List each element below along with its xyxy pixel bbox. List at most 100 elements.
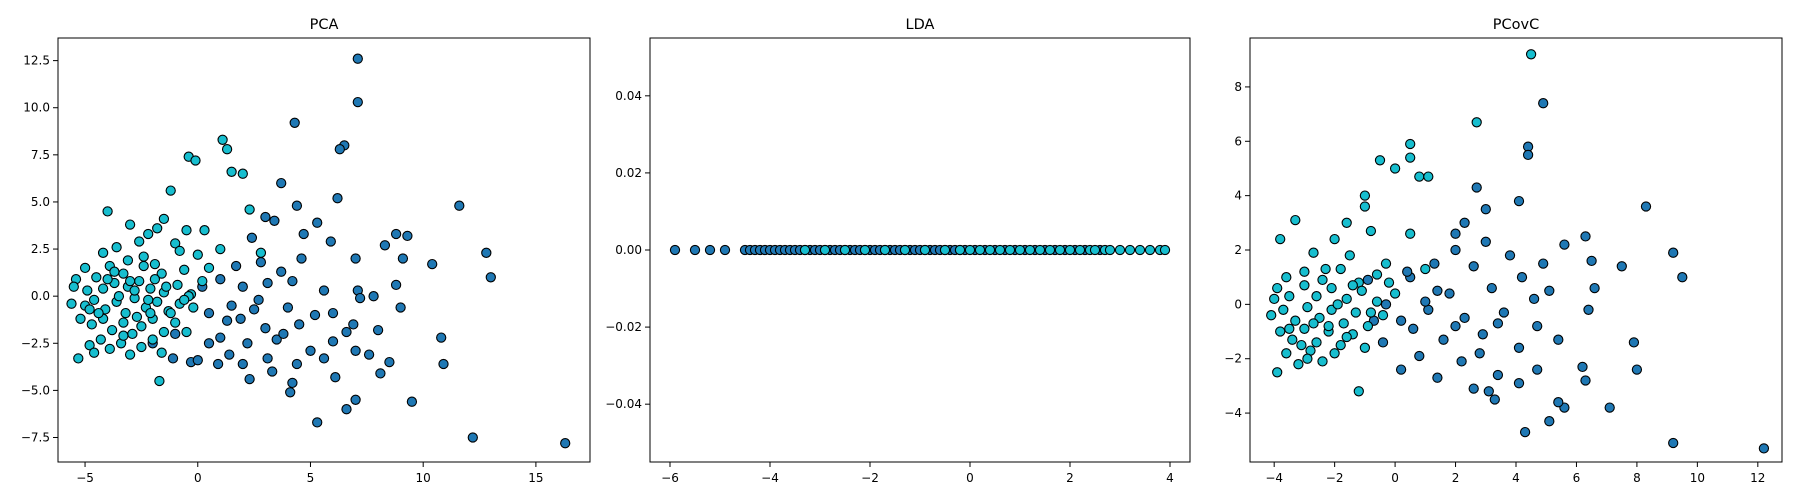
data-point <box>1577 361 1588 373</box>
data-point <box>1377 337 1389 348</box>
data-point <box>237 168 248 179</box>
data-point <box>226 166 237 177</box>
y-tick-label: −0.04 <box>605 397 642 411</box>
data-point <box>1538 98 1549 109</box>
data-point <box>395 302 406 313</box>
x-tick-label: −2 <box>1326 471 1344 485</box>
data-point <box>1266 310 1277 321</box>
data-point <box>1332 299 1343 310</box>
data-point <box>1432 285 1443 296</box>
data-point <box>203 338 215 349</box>
x-tick-label: −2 <box>861 471 879 485</box>
data-point <box>1489 394 1500 405</box>
data-point <box>1444 288 1455 299</box>
data-point <box>1405 228 1416 239</box>
data-point <box>1532 364 1543 375</box>
data-point <box>332 193 343 204</box>
data-point <box>1504 250 1516 261</box>
data-point <box>352 96 363 108</box>
y-tick-label: −7.5 <box>21 431 50 445</box>
data-point <box>341 404 352 415</box>
x-tick-label: 5 <box>307 471 315 485</box>
data-point <box>1528 293 1540 305</box>
data-point <box>109 266 120 277</box>
data-point <box>1284 291 1295 302</box>
data-point <box>192 249 203 260</box>
data-point <box>1483 386 1494 397</box>
data-point <box>1341 293 1352 305</box>
data-point <box>1272 282 1283 294</box>
y-tick-label: 0.02 <box>615 166 642 180</box>
data-point <box>669 244 681 256</box>
data-point <box>118 317 129 328</box>
data-point <box>1414 171 1425 182</box>
data-point <box>1290 315 1301 326</box>
data-point <box>1402 266 1413 277</box>
data-point <box>363 349 375 360</box>
data-point <box>106 324 118 336</box>
data-point <box>689 244 701 256</box>
data-point <box>1580 231 1591 242</box>
data-point <box>1438 334 1449 345</box>
data-point <box>1311 291 1322 302</box>
x-tick-label: 2 <box>1452 471 1460 485</box>
data-point <box>269 215 280 226</box>
data-point <box>560 438 571 449</box>
data-point <box>158 326 170 338</box>
data-point <box>156 347 167 358</box>
data-point <box>262 353 273 364</box>
y-tick-label: 10.0 <box>23 101 50 115</box>
data-point <box>1353 386 1364 397</box>
y-tick-label: −0.02 <box>605 320 642 334</box>
data-point <box>253 294 264 306</box>
data-point <box>1371 296 1383 307</box>
y-tick-label: 4 <box>1234 189 1242 203</box>
data-point <box>1124 244 1136 256</box>
data-point <box>271 334 282 345</box>
data-point <box>1405 152 1416 163</box>
data-point <box>1516 272 1528 283</box>
data-point <box>372 324 384 336</box>
data-point <box>1486 282 1497 294</box>
data-point <box>1362 320 1374 332</box>
y-tick-label: 0.04 <box>615 89 642 103</box>
data-point <box>467 432 478 443</box>
data-point <box>1408 323 1419 334</box>
data-point <box>1341 217 1352 228</box>
data-point <box>704 244 716 256</box>
data-point <box>145 283 156 294</box>
data-point <box>1329 348 1340 359</box>
data-point <box>75 313 86 324</box>
data-point <box>1553 397 1564 408</box>
data-point <box>242 338 253 349</box>
x-tick-label: −6 <box>661 471 679 485</box>
data-point <box>334 144 345 155</box>
data-point <box>939 244 951 256</box>
y-tick-label: −2.5 <box>21 336 50 350</box>
data-point <box>1089 244 1101 256</box>
data-point <box>719 244 731 256</box>
x-tick-label: −5 <box>76 471 94 485</box>
data-point <box>350 253 361 264</box>
chart-panel-3: PCovC −4 −2 0 2 4 6 8 10 12 −4 −2 0 2 4 6 8 <box>1224 17 1783 485</box>
data-point <box>1405 138 1416 150</box>
data-point <box>1459 312 1470 324</box>
data-point <box>138 251 149 262</box>
data-point <box>1498 307 1510 318</box>
data-point <box>1468 261 1479 272</box>
data-point <box>368 291 379 302</box>
series-2 <box>799 244 1171 256</box>
data-point <box>1284 323 1295 334</box>
data-point <box>1525 49 1537 60</box>
data-point <box>312 217 323 228</box>
data-point <box>1668 437 1679 449</box>
data-point <box>287 275 298 287</box>
data-point <box>84 304 95 315</box>
data-point <box>170 238 181 249</box>
data-point <box>165 307 176 319</box>
data-point <box>215 332 226 343</box>
data-point <box>226 300 237 311</box>
data-point <box>1519 426 1531 438</box>
data-point <box>1513 378 1525 389</box>
